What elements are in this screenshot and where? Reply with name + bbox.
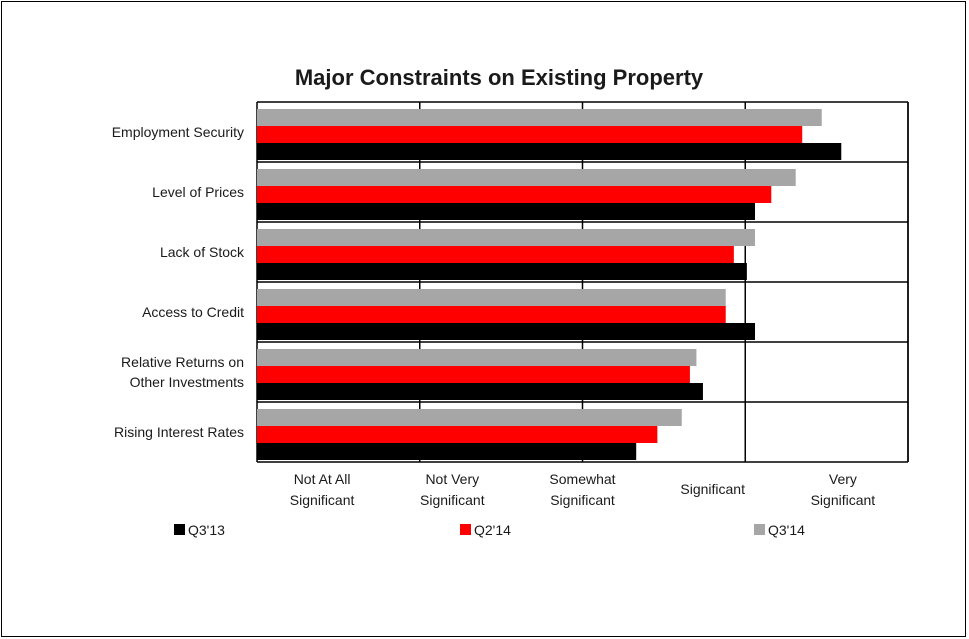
bar-Q313-2 <box>257 263 747 280</box>
legend-label-1: Q2'14 <box>474 522 511 538</box>
bar-Q214-2 <box>257 246 734 263</box>
bar-Q214-0 <box>257 126 803 143</box>
legend-label-2: Q3'14 <box>768 522 805 538</box>
x-tick-label-2: Somewhat Significant <box>549 471 615 508</box>
category-label-1: Level of Prices <box>152 184 244 200</box>
legend-swatch-2 <box>754 524 765 535</box>
legend-swatch-0 <box>174 524 185 535</box>
bar-Q313-4 <box>257 383 703 400</box>
bar-Q313-1 <box>257 203 756 220</box>
bar-Q214-4 <box>257 366 690 383</box>
chart-title: Major Constraints on Existing Property <box>295 65 704 90</box>
bar-Q314-3 <box>257 289 726 306</box>
category-label-5: Rising Interest Rates <box>114 424 244 440</box>
bar-Q314-1 <box>257 169 796 186</box>
legend-swatch-1 <box>460 524 471 535</box>
x-tick-label-0: Not At All Significant <box>290 471 355 508</box>
bar-Q314-4 <box>257 349 697 366</box>
bar-Q314-2 <box>257 229 756 246</box>
legend: Q3'13 Q2'14 Q3'14 <box>174 522 805 538</box>
bar-Q313-3 <box>257 323 756 340</box>
bar-Q214-1 <box>257 186 772 203</box>
x-tick-label-3: Significant <box>680 481 745 497</box>
x-tick-label-4: Very Significant <box>811 471 876 508</box>
legend-label-0: Q3'13 <box>188 522 225 538</box>
category-label-2: Lack of Stock <box>160 244 245 260</box>
bar-Q314-5 <box>257 409 682 426</box>
category-label-3: Access to Credit <box>142 304 244 320</box>
bar-Q214-5 <box>257 426 658 443</box>
bar-Q313-5 <box>257 443 637 460</box>
bar-Q314-0 <box>257 109 822 126</box>
category-label-4: Relative Returns on Other Investments <box>121 354 244 390</box>
category-labels: Employment Security Level of Prices Lack o… <box>112 124 245 440</box>
bar-Q313-0 <box>257 143 842 160</box>
bar-Q214-3 <box>257 306 726 323</box>
plot-area <box>256 101 909 463</box>
x-tick-label-1: Not Very Significant <box>420 471 485 508</box>
category-label-0: Employment Security <box>112 124 244 140</box>
x-tick-labels: Not At All Significant Not Very Significant… <box>290 471 876 508</box>
